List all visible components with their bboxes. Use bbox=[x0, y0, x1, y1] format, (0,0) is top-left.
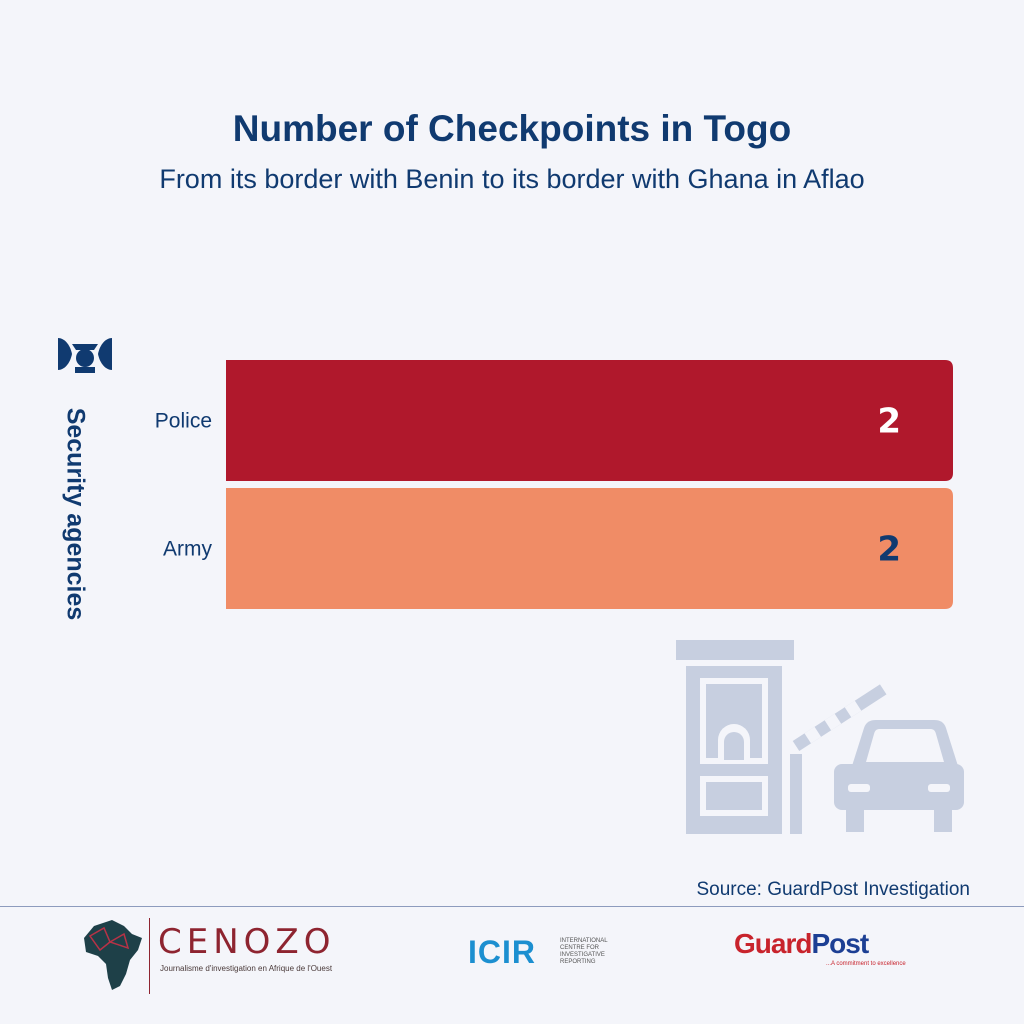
barrier-gate-icon bbox=[790, 684, 887, 834]
icir-logo: ICIR INTERNATIONAL CENTRE FOR INVESTIGAT… bbox=[468, 930, 618, 980]
value-label-police: 2 bbox=[877, 402, 901, 442]
chart-subtitle: From its border with Benin to its border… bbox=[159, 164, 865, 194]
guardpost-wordmark: GuardPost bbox=[734, 928, 869, 959]
police-officer-icon bbox=[58, 338, 112, 373]
footer-divider bbox=[0, 906, 1024, 907]
chart-title: Number of Checkpoints in Togo bbox=[232, 108, 792, 149]
cenozo-logo: CENOZO Journalisme d'investigation en Af… bbox=[80, 912, 340, 996]
icir-wordmark: ICIR bbox=[468, 934, 536, 970]
africa-map-icon bbox=[84, 918, 151, 994]
bar-army bbox=[226, 488, 953, 609]
cenozo-tagline: Journalisme d'investigation en Afrique d… bbox=[160, 964, 333, 973]
guardpost-tagline: ...A commitment to excellence bbox=[826, 961, 906, 967]
icir-tagline: INTERNATIONAL CENTRE FOR INVESTIGATIVE R… bbox=[560, 938, 608, 965]
cenozo-wordmark: CENOZO bbox=[158, 922, 336, 962]
category-label-army: Army bbox=[163, 538, 212, 561]
source-note: Source: GuardPost Investigation bbox=[696, 879, 970, 900]
checkpoint-illustration bbox=[676, 640, 964, 834]
value-label-army: 2 bbox=[877, 530, 901, 570]
category-label-police: Police bbox=[155, 410, 212, 433]
guardpost-logo: GuardPost ...A commitment to excellence bbox=[734, 928, 906, 978]
bar-police bbox=[226, 360, 953, 481]
